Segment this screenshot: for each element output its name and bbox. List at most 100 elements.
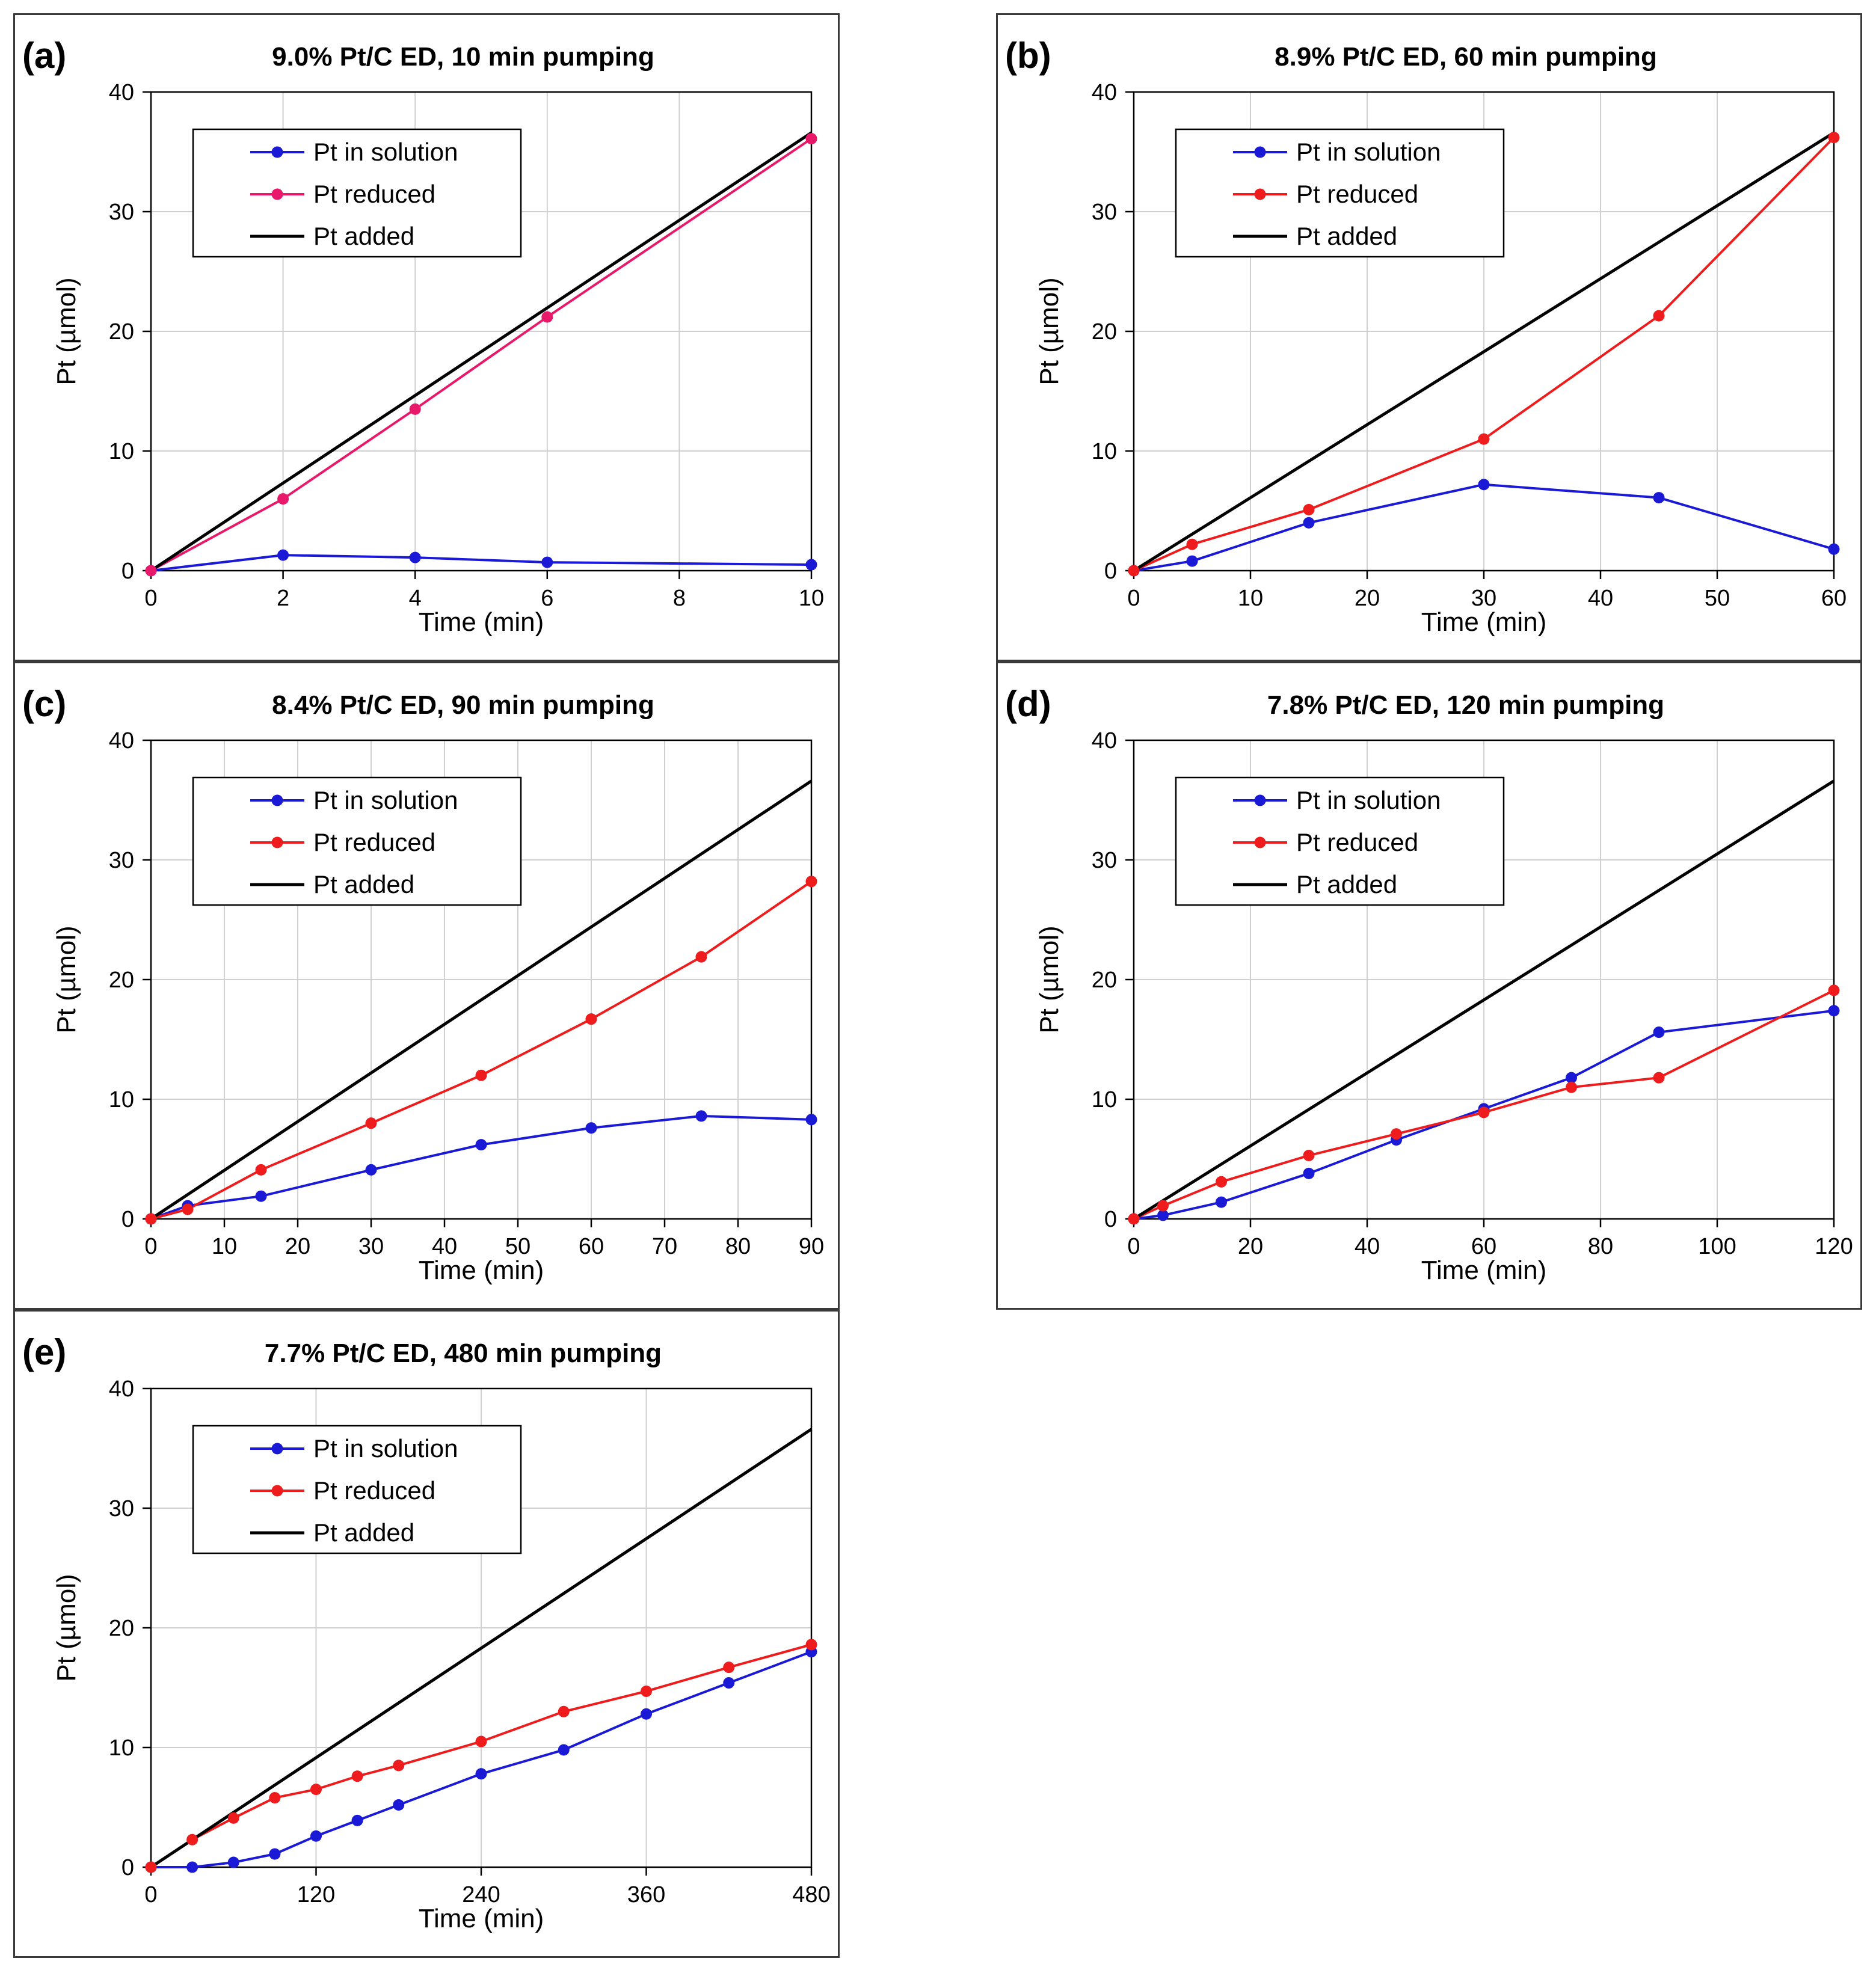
legend-box — [1175, 776, 1505, 906]
series-line-pt-added — [150, 779, 813, 1221]
data-point-pt-in-solution — [269, 1848, 281, 1860]
series-line-pt-in-solution — [150, 554, 812, 572]
data-point-pt-in-solution — [1216, 1196, 1227, 1208]
data-point-pt-reduced — [365, 1117, 377, 1129]
y-tick-label: 40 — [109, 1376, 134, 1402]
data-point-pt-reduced — [1478, 1106, 1490, 1118]
data-point-pt-reduced — [585, 1013, 597, 1025]
panel-letter: (e) — [22, 1332, 66, 1372]
data-point-pt-reduced — [805, 133, 817, 145]
data-point-pt-in-solution — [805, 559, 817, 571]
data-point-pt-reduced — [1828, 984, 1840, 996]
y-tick-label: 10 — [109, 1735, 134, 1761]
data-point-pt-in-solution — [409, 551, 421, 563]
x-axis-label: Time (min) — [419, 1256, 544, 1285]
y-tick-label: 0 — [1104, 1207, 1117, 1232]
legend-swatch-marker — [1254, 188, 1266, 200]
data-point-pt-in-solution — [723, 1677, 735, 1689]
legend-box — [1175, 128, 1505, 258]
x-tick-label: 120 — [1815, 1234, 1853, 1259]
series-line-pt-added — [1133, 779, 1835, 1221]
data-point-pt-in-solution — [1653, 492, 1665, 504]
panel-letter: (a) — [22, 35, 66, 76]
data-point-pt-reduced — [1566, 1081, 1577, 1093]
data-point-pt-in-solution — [351, 1814, 363, 1826]
data-point-pt-in-solution — [541, 556, 553, 568]
legend-box — [192, 128, 522, 258]
data-point-pt-in-solution — [1478, 479, 1490, 491]
y-tick-label: 20 — [109, 968, 134, 993]
legend-swatch-marker — [271, 1485, 283, 1497]
series-line-pt-reduced — [150, 1643, 812, 1868]
data-point-pt-in-solution — [255, 1190, 267, 1202]
panel-letter: (c) — [22, 684, 66, 724]
data-point-pt-in-solution — [310, 1830, 322, 1842]
chart-title: 8.4% Pt/C ED, 90 min pumping — [272, 690, 654, 720]
x-tick-label: 80 — [1588, 1234, 1613, 1259]
data-point-pt-in-solution — [1566, 1072, 1577, 1084]
data-point-pt-in-solution — [695, 1110, 707, 1122]
y-tick-label: 0 — [1104, 559, 1117, 584]
x-axis-label: Time (min) — [419, 607, 544, 637]
chart-panel-a: 0 2 4 6 8 10 0 10 20 30 40 Time (min) Pt (µmol) (a) 9.… — [13, 13, 840, 661]
y-tick-label: 10 — [109, 439, 134, 464]
x-tick-label: 0 — [144, 586, 157, 611]
data-point-pt-in-solution — [227, 1856, 239, 1868]
x-tick-label: 40 — [432, 1234, 457, 1259]
y-tick-label: 30 — [109, 200, 134, 225]
data-point-pt-reduced — [277, 493, 289, 505]
chart-svg: 0 20 40 60 80 100 120 0 10 20 30 40 Time (min) Pt (µm… — [1005, 684, 1853, 1285]
chart-panel-b: 0 10 20 30 40 50 60 0 10 20 30 40 Time (min) Pt (µmol… — [996, 13, 1862, 661]
x-tick-label: 240 — [462, 1882, 500, 1907]
data-point-pt-in-solution — [1828, 543, 1840, 555]
y-tick-label: 40 — [109, 728, 134, 753]
data-point-pt-reduced — [1303, 1150, 1315, 1162]
legend-label: Pt in solution — [313, 1434, 458, 1462]
legend-label: Pt reduced — [1296, 180, 1418, 208]
data-point-pt-reduced — [1186, 538, 1198, 550]
data-point-pt-in-solution — [475, 1768, 487, 1780]
data-point-pt-in-solution — [393, 1799, 405, 1811]
data-point-pt-in-solution — [277, 549, 289, 561]
chart-title: 9.0% Pt/C ED, 10 min pumping — [272, 42, 654, 72]
y-tick-label: 20 — [109, 319, 134, 345]
y-tick-label: 30 — [109, 1496, 134, 1521]
legend-swatch-marker — [271, 146, 283, 158]
x-tick-label: 0 — [144, 1234, 157, 1259]
legend-label: Pt in solution — [313, 786, 458, 814]
x-tick-label: 120 — [297, 1882, 335, 1907]
y-tick-label: 10 — [109, 1087, 134, 1112]
data-point-pt-reduced — [1653, 1072, 1665, 1084]
legend-swatch-marker — [271, 836, 283, 848]
x-tick-label: 40 — [1355, 1234, 1380, 1259]
legend-label: Pt added — [1296, 870, 1397, 898]
y-tick-label: 40 — [109, 80, 134, 105]
chart-svg: 0 10 20 30 40 50 60 0 10 20 30 40 Time (min) Pt (µmol… — [1005, 35, 1847, 637]
x-tick-label: 10 — [799, 586, 824, 611]
data-point-pt-in-solution — [365, 1164, 377, 1176]
x-tick-label: 90 — [799, 1234, 824, 1259]
data-point-pt-reduced — [1128, 1213, 1140, 1225]
x-tick-label: 100 — [1698, 1234, 1736, 1259]
data-point-pt-reduced — [310, 1784, 322, 1796]
legend-swatch-marker — [271, 794, 283, 806]
data-point-pt-reduced — [186, 1833, 198, 1846]
series-line-pt-in-solution — [1133, 483, 1834, 572]
legend-label: Pt reduced — [313, 180, 435, 208]
data-point-pt-reduced — [1128, 565, 1140, 577]
data-point-pt-reduced — [182, 1203, 194, 1215]
legend-label: Pt reduced — [313, 828, 435, 856]
data-point-pt-reduced — [145, 1861, 157, 1873]
chart-title: 7.8% Pt/C ED, 120 min pumping — [1267, 690, 1664, 720]
x-tick-label: 0 — [144, 1882, 157, 1907]
x-tick-label: 40 — [1588, 586, 1613, 611]
series-line-pt-added — [150, 131, 813, 572]
data-point-pt-reduced — [1157, 1200, 1169, 1212]
x-tick-label: 50 — [1705, 586, 1730, 611]
chart-panel-c: 0 10 20 30 40 50 60 70 80 90 0 10 20 30 40 Time (min) Pt… — [13, 661, 840, 1310]
chart-title: 7.7% Pt/C ED, 480 min pumping — [265, 1339, 662, 1368]
legend-label: Pt reduced — [1296, 828, 1418, 856]
y-tick-label: 40 — [1092, 80, 1117, 105]
data-point-pt-in-solution — [1303, 1167, 1315, 1179]
x-tick-label: 10 — [1238, 586, 1263, 611]
